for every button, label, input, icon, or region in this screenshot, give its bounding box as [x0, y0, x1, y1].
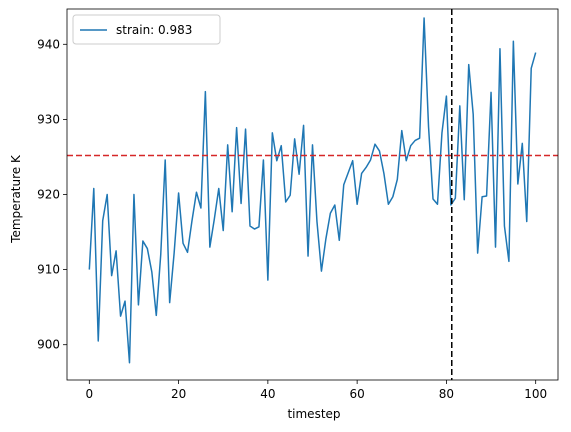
y-tick-label: 910 — [37, 263, 60, 277]
x-axis-label: timestep — [287, 407, 340, 421]
x-tick-label: 0 — [85, 387, 93, 401]
y-tick-label: 900 — [37, 338, 60, 352]
x-tick-label: 60 — [349, 387, 364, 401]
y-tick-label: 940 — [37, 37, 60, 51]
x-tick-label: 40 — [260, 387, 275, 401]
y-axis-label: Temperature K — [9, 154, 23, 244]
x-tick-label: 100 — [524, 387, 547, 401]
x-tick-label: 20 — [171, 387, 186, 401]
axis-ticks: 0 20 40 60 80 100 900 910 920 930 940 — [37, 37, 547, 401]
y-tick-label: 920 — [37, 188, 60, 202]
legend: strain: 0.983 — [72, 14, 221, 45]
x-tick-label: 80 — [439, 387, 454, 401]
plot-area — [66, 8, 559, 381]
series-line-0 — [88, 17, 537, 364]
legend-box — [72, 14, 221, 45]
y-tick-label: 930 — [37, 112, 60, 126]
axes-frame — [66, 8, 559, 381]
legend-label: strain: 0.983 — [116, 23, 192, 37]
